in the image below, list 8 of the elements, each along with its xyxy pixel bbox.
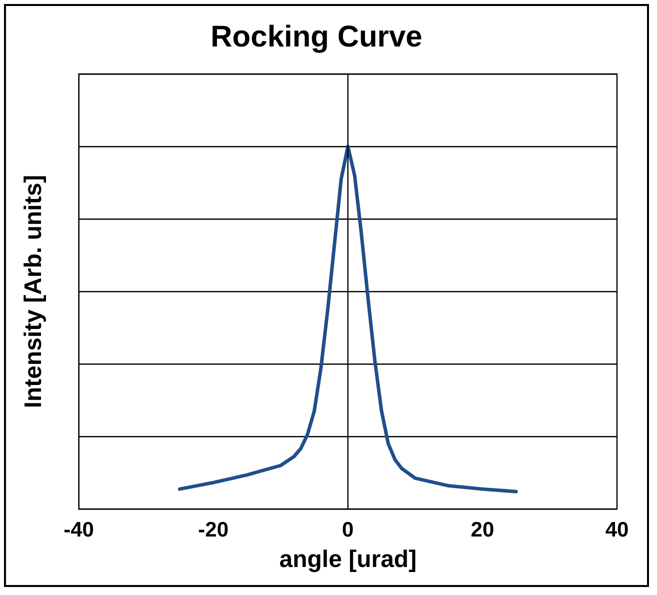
x-tick-label: -20 xyxy=(198,518,229,542)
x-tick-label: 0 xyxy=(342,518,354,542)
x-tick-label: 40 xyxy=(605,518,629,542)
x-tick-label: 20 xyxy=(470,518,494,542)
x-tick-label: -40 xyxy=(64,518,94,542)
chart-title: Rocking Curve xyxy=(210,20,422,54)
x-axis-title: angle [urad] xyxy=(279,546,417,574)
y-axis-title: Intensity [Arb. units] xyxy=(20,174,48,408)
